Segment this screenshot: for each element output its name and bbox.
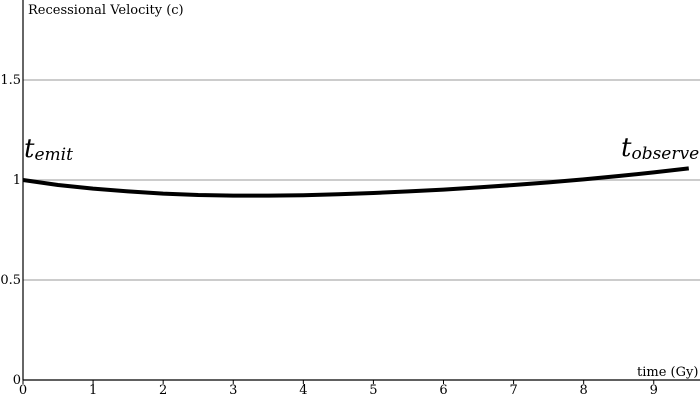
annotation-t-observe-main: t xyxy=(621,133,632,163)
annotation-t-emit-main: t xyxy=(24,134,35,164)
x-tick-label: 8 xyxy=(580,383,588,398)
ticks: 0 0.5 1 1.5 0 1 2 3 4 5 6 7 8 9 xyxy=(0,73,658,398)
x-tick-label: 7 xyxy=(509,383,517,398)
y-tick-label: 1 xyxy=(13,173,21,188)
x-tick-label: 0 xyxy=(19,383,27,398)
x-axis-title: time (Gy) xyxy=(637,365,698,380)
annotation-t-observe-sub: observe xyxy=(631,144,699,164)
gridlines xyxy=(23,79,700,281)
x-tick-label: 6 xyxy=(439,383,447,398)
x-tick-label: 1 xyxy=(89,383,97,398)
x-tick-label: 4 xyxy=(299,383,307,398)
x-tick-label: 2 xyxy=(159,383,167,398)
x-tick-label: 3 xyxy=(229,383,237,398)
y-axis-title: Recessional Velocity (c) xyxy=(28,3,184,18)
series xyxy=(22,166,690,198)
y-tick-label: 0 xyxy=(13,373,21,388)
x-tick-label: 5 xyxy=(369,383,377,398)
y-tick-label: 0.5 xyxy=(0,273,21,288)
annotation-t-emit-sub: emit xyxy=(34,145,73,165)
annotation-t-emit: temit xyxy=(24,134,73,165)
annotation-t-observe: tobserve xyxy=(621,133,699,164)
series-line-0 xyxy=(22,166,690,198)
y-tick-label: 1.5 xyxy=(0,73,21,88)
axes xyxy=(22,0,700,381)
x-tick-label: 9 xyxy=(650,383,658,398)
